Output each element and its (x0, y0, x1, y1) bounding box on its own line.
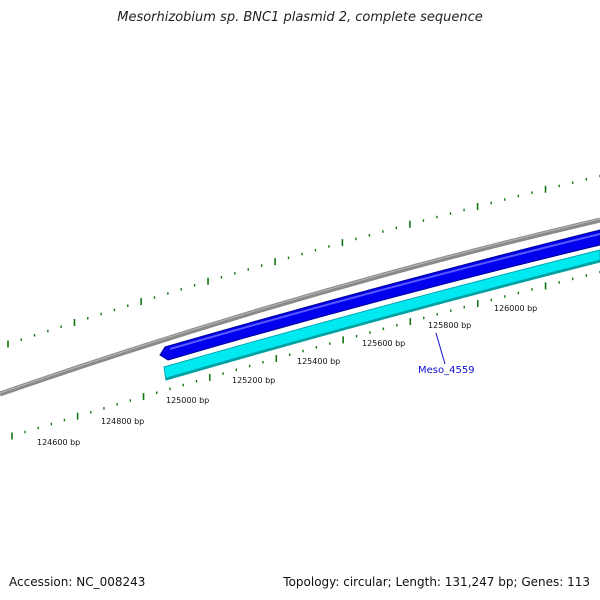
inner-tick-ring (11, 270, 600, 440)
outer-tick-ring (7, 174, 600, 348)
map-title: Mesorhizobium sp. BNC1 plasmid 2, comple… (117, 10, 483, 25)
tick-label: 125000 bp (166, 396, 209, 405)
backbone-line (0, 217, 600, 397)
topology-summary: Topology: circular; Length: 131,247 bp; … (283, 575, 590, 589)
tick-label: 126000 bp (494, 304, 537, 313)
tick-label: 124800 bp (101, 417, 144, 426)
tick-labels: 124600 bp 124800 bp 125000 bp 125200 bp 1254… (37, 304, 537, 447)
gene-label-leader (435, 332, 446, 365)
gene-label-meso-4559[interactable]: Meso_4559 (418, 365, 475, 376)
gene-forward-highlight (169, 233, 600, 350)
tick-label: 124600 bp (37, 438, 80, 447)
backbone-highlight (0, 218, 600, 394)
tick-label: 125600 bp (362, 339, 405, 348)
tick-label: 125400 bp (297, 357, 340, 366)
accession-text: Accession: NC_008243 (9, 575, 146, 589)
tick-label: 125200 bp (232, 376, 275, 385)
tick-label: 125800 bp (428, 321, 471, 330)
gene-reverse-edge (165, 259, 600, 381)
